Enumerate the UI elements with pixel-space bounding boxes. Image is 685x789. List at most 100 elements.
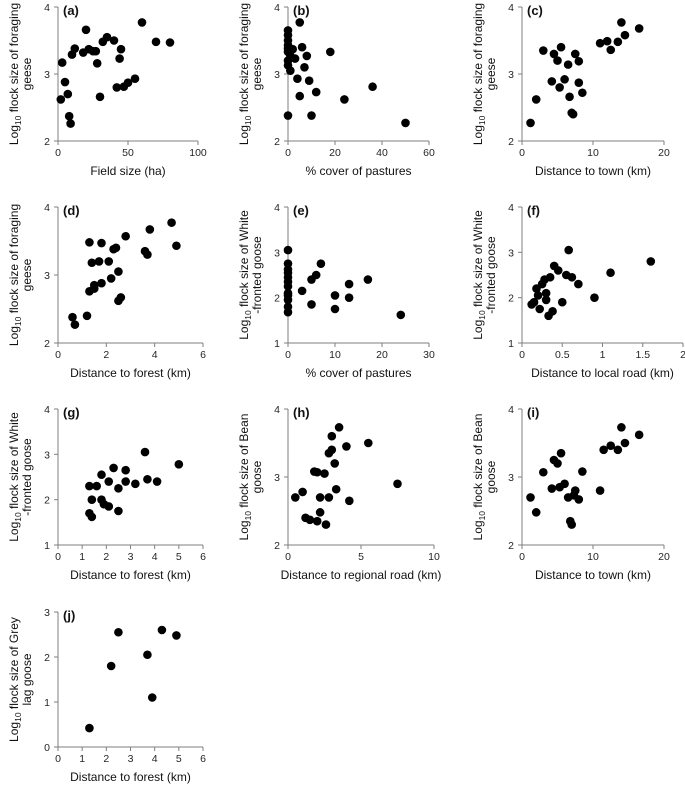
data-point xyxy=(109,463,118,473)
data-point xyxy=(555,83,564,92)
data-point xyxy=(64,111,74,121)
data-point xyxy=(283,295,293,305)
data-point xyxy=(570,486,580,495)
data-point xyxy=(590,293,599,302)
data-point xyxy=(326,47,335,57)
data-point xyxy=(104,477,114,486)
y-tick-label: 4 xyxy=(508,404,514,416)
x-tick-label: 4 xyxy=(152,349,158,361)
y-axis-label: Log10 flock size of Grey xyxy=(7,617,23,742)
data-point xyxy=(557,297,567,307)
data-point xyxy=(634,24,644,33)
data-point xyxy=(295,18,305,27)
data-point xyxy=(327,445,337,455)
chart-panel: 2 3 4 0 10 20 (c) Distance to town (km) Log10 fl… xyxy=(471,2,670,178)
data-point xyxy=(286,66,295,75)
data-point xyxy=(112,83,122,92)
data-point xyxy=(531,508,541,517)
x-tick-label: 5 xyxy=(176,551,182,563)
x-tick-label: 0 xyxy=(55,147,61,159)
x-tick-label: 30 xyxy=(423,349,435,361)
data-point xyxy=(68,312,77,322)
data-point xyxy=(606,268,615,278)
data-point xyxy=(595,38,605,48)
data-point xyxy=(109,36,119,45)
data-point xyxy=(578,88,587,98)
x-tick-label: 2 xyxy=(103,551,109,563)
data-point xyxy=(578,467,587,476)
chart-panel: 1 2 3 4 0 0.5 1 1.5 2 (f) Distance to local road (… xyxy=(471,202,685,380)
x-axis-label: Distance to town (km) xyxy=(535,164,651,178)
data-point xyxy=(143,250,152,259)
chart-panel: 2 3 4 0 50 100 (a) Field size (ha) Log10 flock s… xyxy=(7,2,207,178)
y-tick-label: 4 xyxy=(508,2,514,14)
data-point xyxy=(106,661,116,671)
panel-label: (j) xyxy=(63,608,75,623)
panel-label: (c) xyxy=(527,3,543,18)
data-point xyxy=(297,286,307,296)
x-tick-label: 10 xyxy=(329,349,341,361)
data-point xyxy=(307,300,316,309)
data-point xyxy=(140,447,150,457)
data-point xyxy=(312,467,322,477)
data-point xyxy=(344,293,354,302)
data-point xyxy=(283,259,293,268)
x-tick-label: 6 xyxy=(200,551,206,563)
y-tick-label: 3 xyxy=(508,472,514,484)
data-point xyxy=(97,238,106,248)
data-point xyxy=(311,270,321,280)
data-point xyxy=(567,272,577,282)
y-axis-label-line2: -fronted goose xyxy=(20,438,34,516)
data-point xyxy=(145,225,155,234)
y-axis-label-line2: geese xyxy=(250,57,264,90)
x-tick-label: 10 xyxy=(587,551,599,563)
data-point xyxy=(620,438,630,448)
y-axis-label-line2: goose xyxy=(484,460,498,493)
x-axis-label: Distance to town (km) xyxy=(535,568,651,582)
data-point xyxy=(304,76,314,85)
data-point xyxy=(63,89,73,99)
panel-label: (a) xyxy=(63,3,79,18)
data-point xyxy=(114,484,123,493)
data-point xyxy=(606,45,616,55)
y-tick-label: 3 xyxy=(274,247,280,259)
x-tick-label: 0 xyxy=(519,147,525,159)
y-axis-label: Log10 flock size of Bean xyxy=(471,414,487,541)
data-point xyxy=(116,293,126,302)
data-point xyxy=(331,484,341,494)
data-point xyxy=(316,259,326,268)
panel-label: (f) xyxy=(527,203,540,218)
panel-label: (i) xyxy=(527,405,539,420)
data-point xyxy=(87,512,97,522)
y-axis-label-line2: -fronted goose xyxy=(250,236,264,314)
data-point xyxy=(315,508,325,517)
x-tick-label: 10 xyxy=(428,551,440,563)
y-tick-label: 2 xyxy=(508,540,514,552)
data-point xyxy=(574,78,584,88)
data-point xyxy=(533,291,543,300)
data-point xyxy=(363,275,373,284)
data-point xyxy=(121,231,130,241)
data-point xyxy=(606,441,616,451)
x-axis-label: % cover of pastures xyxy=(305,366,411,380)
data-point xyxy=(104,257,114,266)
data-point xyxy=(92,481,101,491)
data-point xyxy=(563,60,573,69)
x-tick-label: 20 xyxy=(658,551,670,563)
x-tick-label: 3 xyxy=(128,551,134,563)
data-point xyxy=(342,442,351,451)
data-point xyxy=(283,307,293,317)
x-tick-label: 2 xyxy=(103,349,109,361)
y-tick-label: 2 xyxy=(508,293,514,305)
x-tick-label: 20 xyxy=(329,147,341,159)
y-tick-label: 2 xyxy=(274,293,280,305)
data-point xyxy=(56,95,66,104)
data-point xyxy=(130,74,140,83)
data-point xyxy=(547,77,557,86)
y-tick-label: 4 xyxy=(274,404,280,416)
y-tick-label: 4 xyxy=(44,202,50,214)
data-point xyxy=(560,75,569,84)
data-point xyxy=(298,487,307,497)
x-tick-label: 2 xyxy=(680,349,685,361)
